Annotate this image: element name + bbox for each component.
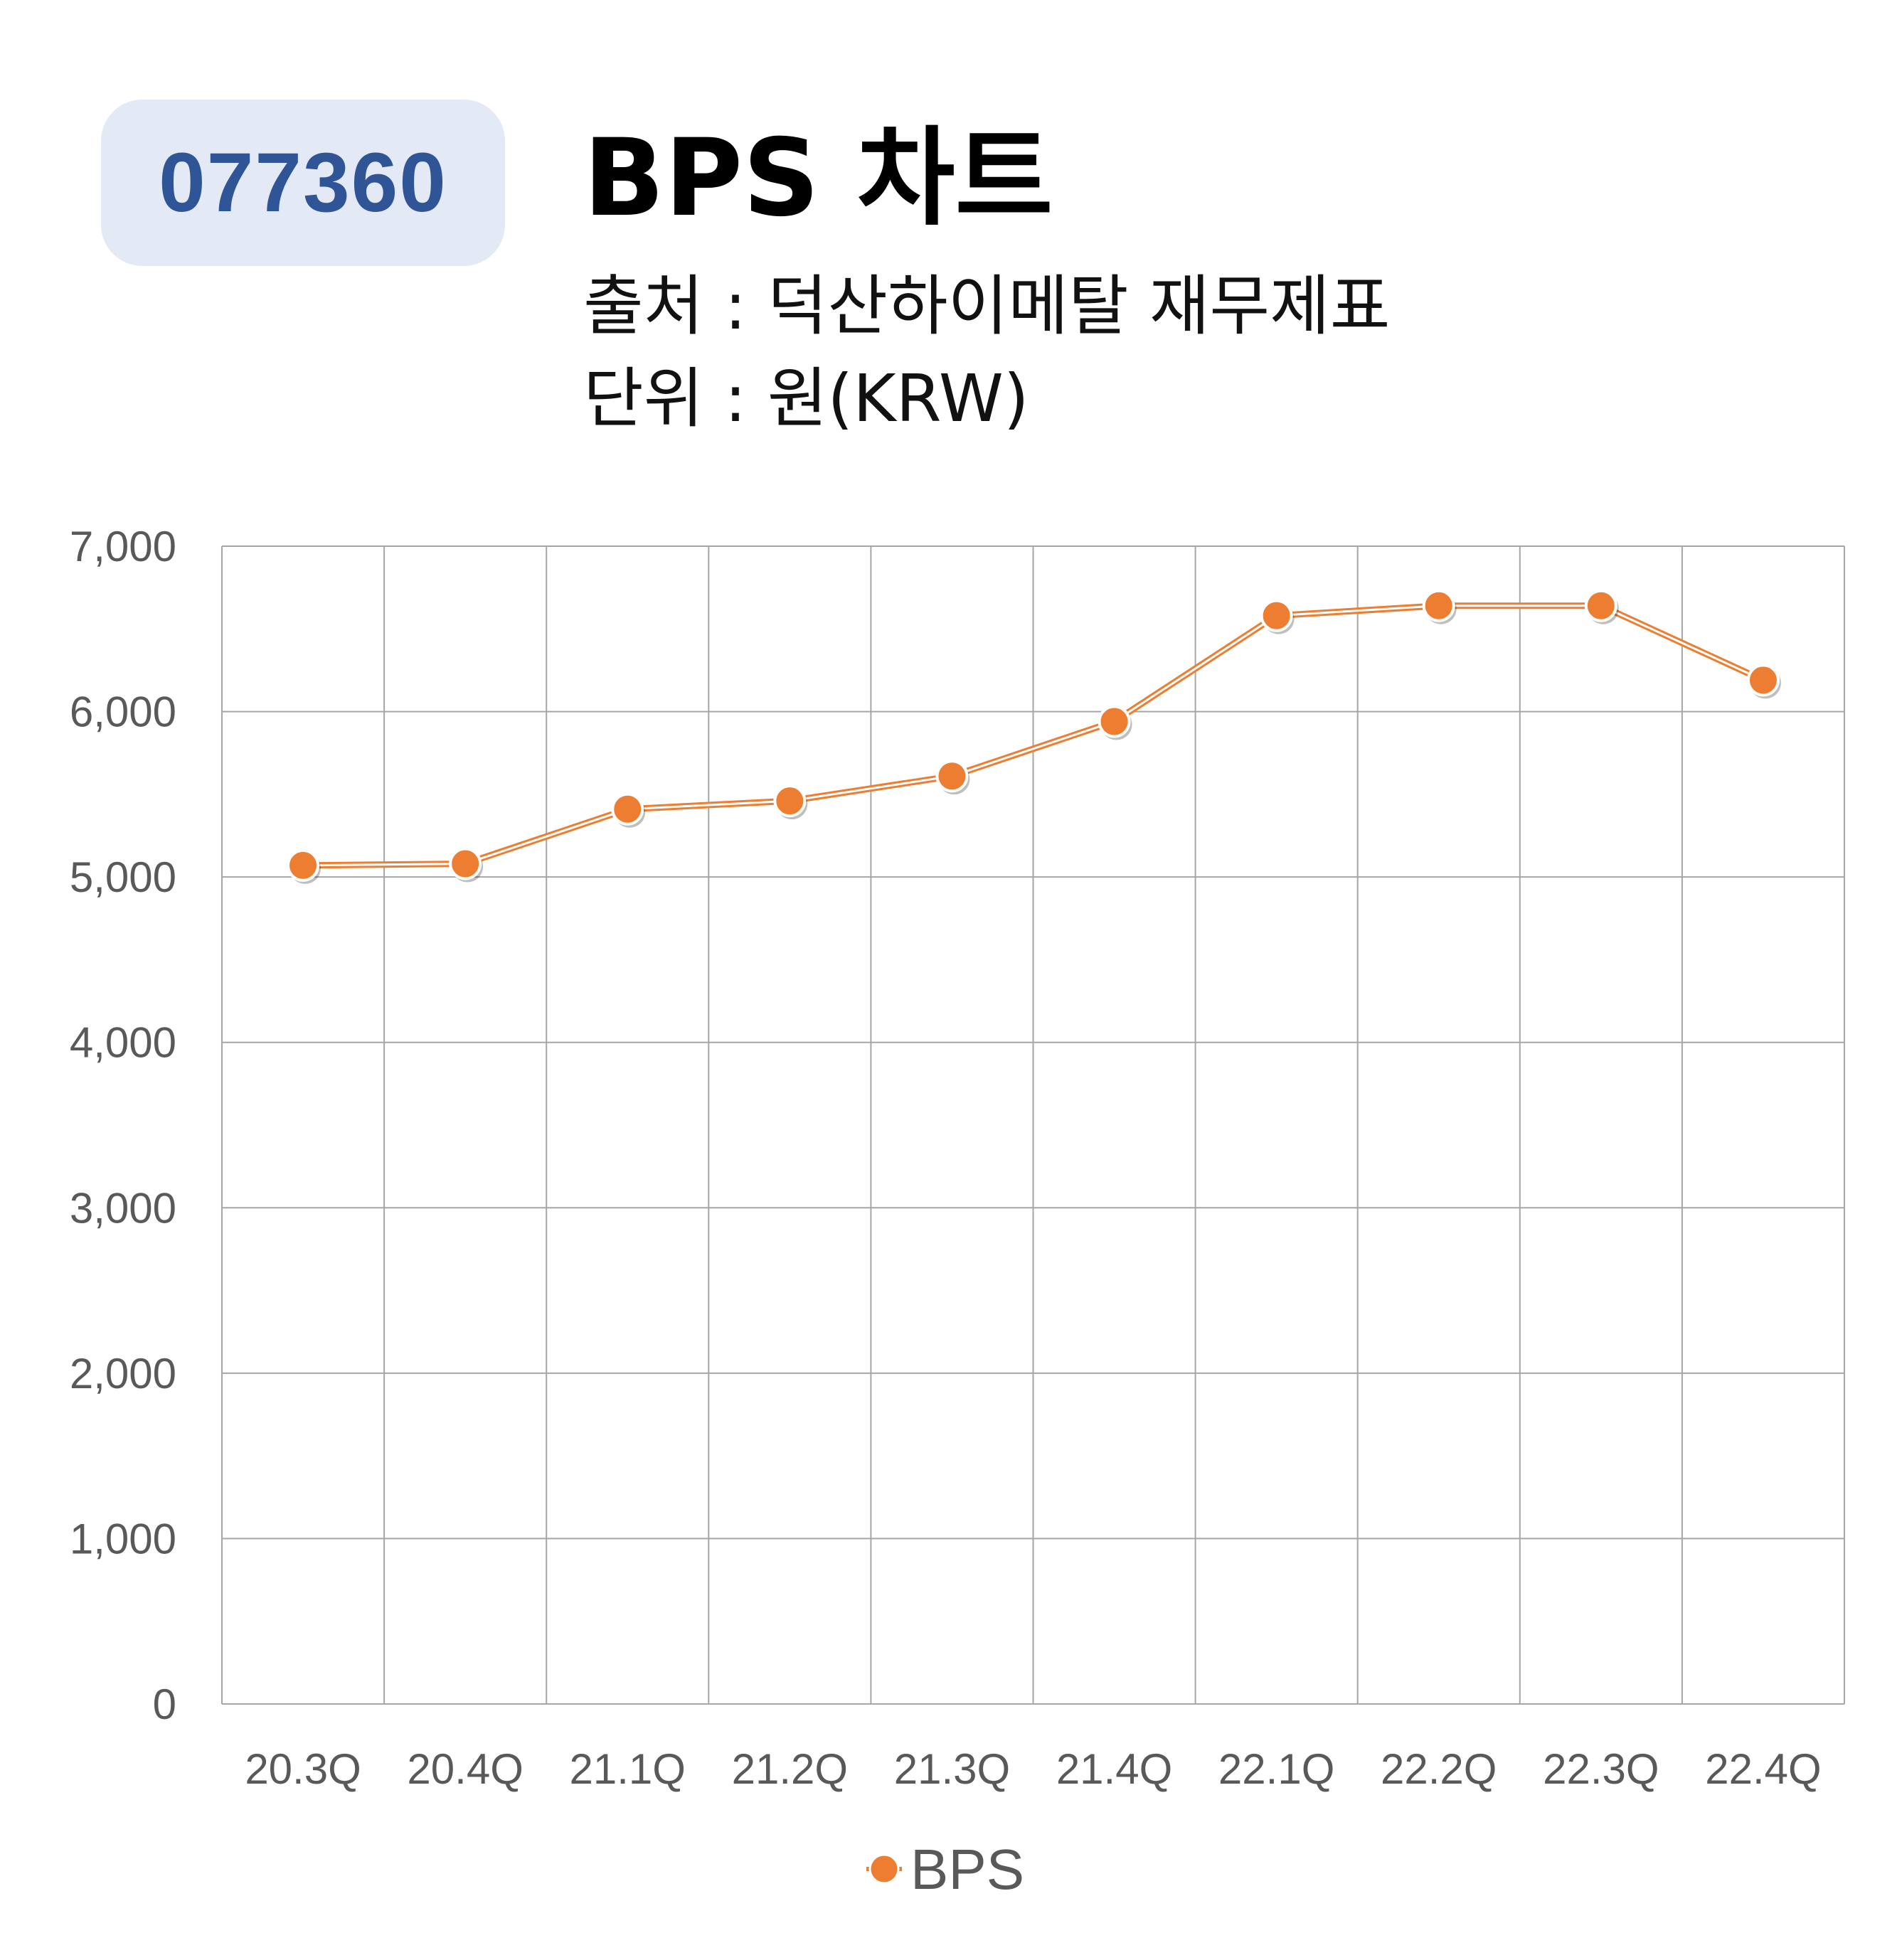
legend-marker [868, 1853, 900, 1885]
x-tick-label: 21.3Q [894, 1745, 1010, 1793]
data-point [773, 784, 807, 818]
data-point [611, 792, 644, 826]
x-axis-ticks: 20.3Q 20.4Q 21.1Q 21.2Q 21.3Q 21.4Q 22.1Q 22.2Q… [245, 1745, 1821, 1793]
data-point [1260, 599, 1293, 632]
data-point [287, 848, 320, 882]
y-tick-label: 6,000 [70, 688, 176, 736]
data-point [1584, 589, 1617, 622]
x-tick-label: 21.2Q [732, 1745, 848, 1793]
legend-label: BPS [910, 1838, 1024, 1901]
data-point [1098, 705, 1131, 738]
x-tick-label: 22.2Q [1381, 1745, 1497, 1793]
data-point [449, 847, 482, 880]
y-tick-label: 0 [153, 1681, 176, 1728]
series-bps [287, 589, 1781, 884]
x-tick-label: 22.1Q [1218, 1745, 1334, 1793]
chart-title: BPS 차트 [583, 117, 1053, 240]
unit-text: 단위 : 원(KRW) [583, 361, 1029, 437]
y-tick-label: 1,000 [70, 1515, 176, 1562]
y-tick-label: 7,000 [70, 523, 176, 570]
y-tick-label: 4,000 [70, 1019, 176, 1067]
data-point [1422, 589, 1455, 622]
x-tick-label: 20.3Q [245, 1745, 361, 1793]
grid [221, 545, 1845, 1705]
y-tick-label: 2,000 [70, 1350, 176, 1397]
y-tick-label: 3,000 [70, 1184, 176, 1232]
data-point [935, 760, 969, 793]
x-tick-label: 21.4Q [1056, 1745, 1172, 1793]
legend: BPS [866, 1838, 1024, 1901]
x-tick-label: 22.4Q [1705, 1745, 1821, 1793]
stock-code-badge: 077360 [101, 100, 505, 266]
series-line [303, 604, 1764, 867]
y-axis-ticks: 0 1,000 2,000 3,000 4,000 5,000 6,000 7,000 [70, 523, 176, 1728]
x-tick-label: 20.4Q [407, 1745, 523, 1793]
source-text: 출처 : 덕산하이메탈 재무제표 [583, 268, 1391, 344]
data-point [1746, 664, 1780, 697]
stock-code: 077360 [159, 136, 447, 230]
x-tick-label: 22.3Q [1543, 1745, 1659, 1793]
x-tick-label: 21.1Q [570, 1745, 686, 1793]
y-tick-label: 5,000 [70, 853, 176, 901]
